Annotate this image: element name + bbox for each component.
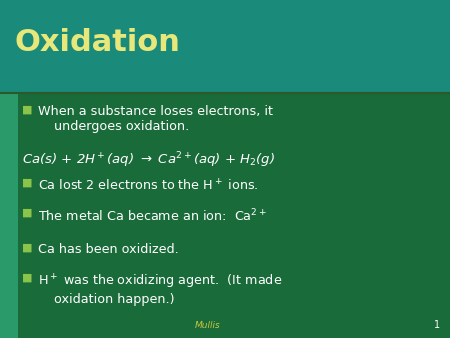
Text: Ca has been oxidized.: Ca has been oxidized. <box>38 243 179 256</box>
Text: ■: ■ <box>22 243 32 253</box>
Text: The metal Ca became an ion:  Ca$^{2+}$: The metal Ca became an ion: Ca$^{2+}$ <box>38 208 267 224</box>
Text: When a substance loses electrons, it
    undergoes oxidation.: When a substance loses electrons, it und… <box>38 105 273 133</box>
Bar <box>18 93 450 338</box>
Text: ■: ■ <box>22 105 32 115</box>
Bar <box>0 93 18 338</box>
Text: Ca lost 2 electrons to the H$^+$ ions.: Ca lost 2 electrons to the H$^+$ ions. <box>38 178 259 193</box>
Text: ■: ■ <box>22 178 32 188</box>
Text: Oxidation: Oxidation <box>14 28 180 57</box>
Text: ■: ■ <box>22 208 32 218</box>
Text: Mullis: Mullis <box>195 321 221 330</box>
Text: ■: ■ <box>22 273 32 283</box>
Text: Ca(s) + 2H$^+$(aq) $\rightarrow$ Ca$^{2+}$(aq) + H$_2$(g): Ca(s) + 2H$^+$(aq) $\rightarrow$ Ca$^{2+… <box>22 150 275 170</box>
Text: H$^+$ was the oxidizing agent.  (It made
    oxidation happen.): H$^+$ was the oxidizing agent. (It made … <box>38 273 282 306</box>
Text: 1: 1 <box>434 320 440 330</box>
